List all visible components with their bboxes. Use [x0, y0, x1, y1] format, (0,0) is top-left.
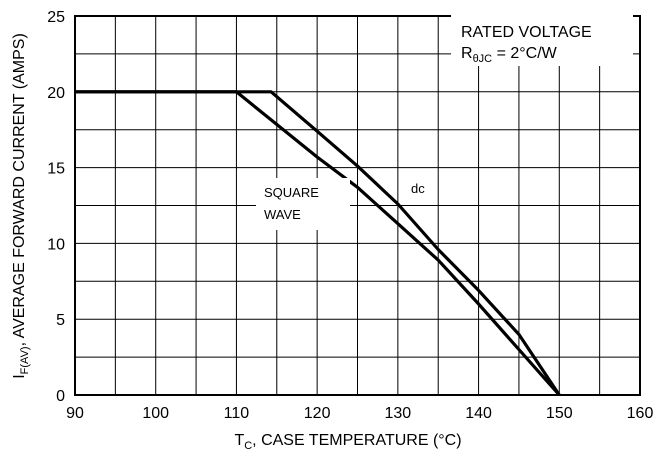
x-tick-label: 140 [465, 405, 492, 422]
thermal-resistance-value: = 2°C/W [492, 45, 558, 62]
y-tick-label: 5 [56, 312, 65, 329]
square-wave-mask [256, 178, 350, 230]
series-layer [75, 90, 561, 397]
x-tick-label: 90 [66, 405, 84, 422]
y-axis-title-subscript: F(AV) [19, 346, 31, 374]
x-tick-labels: 90 100 110 120 130 140 150 160 [66, 405, 653, 422]
x-tick-label: 130 [385, 405, 412, 422]
thermal-resistance-label: RθJC = 2°C/W [461, 45, 558, 65]
series-line-square-wave [75, 90, 561, 397]
y-axis-title-symbol: I [11, 374, 28, 378]
rated-box-mask [451, 14, 633, 66]
x-axis-title: TC, CASE TEMPERATURE (°C) [234, 432, 461, 452]
x-axis-title-symbol: T [234, 432, 244, 449]
y-tick-label: 15 [47, 161, 65, 178]
plot-area-frame [74, 15, 641, 396]
x-axis-title-text: , CASE TEMPERATURE (°C) [252, 432, 461, 449]
grid [75, 16, 640, 395]
square-label-line2: WAVE [264, 207, 301, 222]
x-axis-title-subscript: C [244, 440, 252, 452]
dc-label-mask [404, 177, 436, 199]
thermal-resistance-symbol: R [461, 45, 473, 62]
x-tick-label: 110 [224, 405, 250, 422]
x-tick-label: 160 [627, 405, 654, 422]
y-tick-label: 0 [56, 388, 65, 405]
thermal-resistance-subscript: θJC [473, 53, 493, 65]
y-tick-label: 25 [47, 9, 65, 26]
y-tick-label: 10 [47, 236, 65, 253]
y-tick-labels: 0 5 10 15 20 25 [47, 9, 65, 405]
dc-label: dc [411, 181, 425, 196]
y-tick-label: 20 [47, 85, 65, 102]
series-line-dc [75, 90, 561, 396]
x-tick-label: 150 [546, 405, 573, 422]
y-axis-title: IF(AV), AVERAGE FORWARD CURRENT (AMPS) [11, 33, 31, 379]
square-label-line1: SQUARE [264, 185, 319, 200]
y-axis-title-text: , AVERAGE FORWARD CURRENT (AMPS) [11, 33, 28, 346]
x-tick-label: 120 [304, 405, 331, 422]
x-tick-label: 100 [142, 405, 169, 422]
rated-voltage-label: RATED VOLTAGE [461, 24, 592, 41]
